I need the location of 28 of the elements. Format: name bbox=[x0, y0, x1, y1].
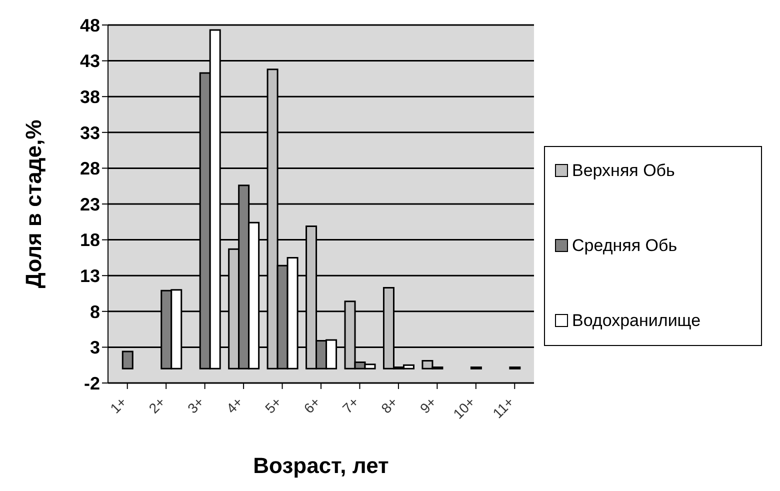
x-tick-label: 8+ bbox=[378, 394, 401, 416]
y-tick-label: 23 bbox=[80, 194, 100, 214]
x-tick-label: 3+ bbox=[184, 394, 207, 416]
y-tick-label: 48 bbox=[80, 15, 100, 36]
y-axis-title: Доля в стаде,% bbox=[20, 120, 46, 288]
legend-label: Средняя Обь bbox=[572, 236, 678, 256]
x-tick-label: 7+ bbox=[339, 394, 362, 416]
y-tick-label: -2 bbox=[84, 373, 100, 394]
x-axis-title: Возраст, лет bbox=[253, 453, 390, 478]
y-tick-label: 18 bbox=[80, 230, 100, 250]
y-tick-label: 33 bbox=[80, 122, 100, 143]
x-tick-label: 10+ bbox=[450, 394, 478, 422]
x-tick-label: 6+ bbox=[300, 394, 324, 416]
x-tick-label: 11+ bbox=[489, 394, 517, 422]
y-tick-label: 43 bbox=[80, 51, 100, 72]
x-tick-label: 5+ bbox=[262, 394, 284, 416]
legend-label: Верхняя Обь bbox=[572, 160, 675, 180]
bar bbox=[122, 350, 134, 370]
x-tick-label: 2+ bbox=[146, 394, 168, 416]
y-tick-label: 8 bbox=[90, 302, 100, 322]
y-tick-label: 28 bbox=[80, 158, 100, 179]
y-tick-label: 38 bbox=[80, 86, 100, 107]
y-tick-label: 3 bbox=[90, 338, 100, 358]
x-tick-label: 9+ bbox=[416, 394, 440, 416]
x-tick-label: 1+ bbox=[106, 394, 130, 416]
y-tick-label: 13 bbox=[80, 266, 100, 286]
legend-label: Водохранилище bbox=[572, 310, 701, 330]
x-tick-label: 4+ bbox=[223, 394, 246, 416]
